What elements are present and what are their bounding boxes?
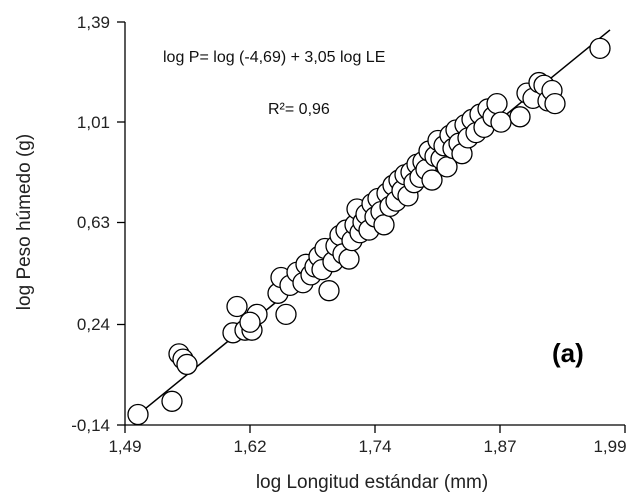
y-tick-label: 1,39 bbox=[77, 13, 110, 32]
y-ticks bbox=[117, 21, 125, 426]
data-point bbox=[544, 93, 566, 115]
data-point bbox=[338, 248, 360, 270]
data-point bbox=[373, 214, 395, 236]
x-tick-label: 1,49 bbox=[108, 437, 141, 456]
data-point bbox=[275, 303, 297, 326]
y-tick-label: 1,01 bbox=[77, 113, 110, 132]
regression-equation: log P= log (-4,69) + 3,05 log LE bbox=[163, 49, 385, 66]
data-point bbox=[421, 169, 443, 191]
x-tick-label: 1,99 bbox=[593, 437, 626, 456]
x-tick-labels: 1,49 1,62 1,74 1,87 1,99 bbox=[108, 437, 626, 456]
r-squared-label: R²= 0,96 bbox=[268, 101, 330, 118]
y-tick-label: 0,63 bbox=[77, 213, 110, 232]
data-point bbox=[176, 353, 198, 376]
data-point bbox=[226, 295, 248, 318]
data-point bbox=[127, 403, 149, 426]
data-point bbox=[490, 111, 512, 133]
plot-marks bbox=[127, 29, 611, 426]
x-tick-label: 1,62 bbox=[233, 437, 266, 456]
panel-label: (a) bbox=[552, 338, 584, 368]
data-point bbox=[486, 93, 508, 115]
y-tick-labels: -0,14 0,24 0,63 1,01 1,39 bbox=[71, 13, 110, 435]
y-tick-label: -0,14 bbox=[71, 416, 110, 435]
x-ticks bbox=[124, 425, 626, 433]
x-tick-label: 1,87 bbox=[483, 437, 516, 456]
x-tick-label: 1,74 bbox=[358, 437, 391, 456]
y-tick-label: 0,24 bbox=[77, 315, 110, 334]
data-point bbox=[318, 280, 340, 302]
data-point bbox=[509, 106, 531, 128]
data-point bbox=[589, 37, 611, 59]
data-point bbox=[239, 311, 261, 333]
x-axis-title: log Longitud estándar (mm) bbox=[256, 472, 488, 493]
data-point bbox=[161, 390, 183, 412]
y-axis-title: log Peso húmedo (g) bbox=[14, 134, 35, 310]
